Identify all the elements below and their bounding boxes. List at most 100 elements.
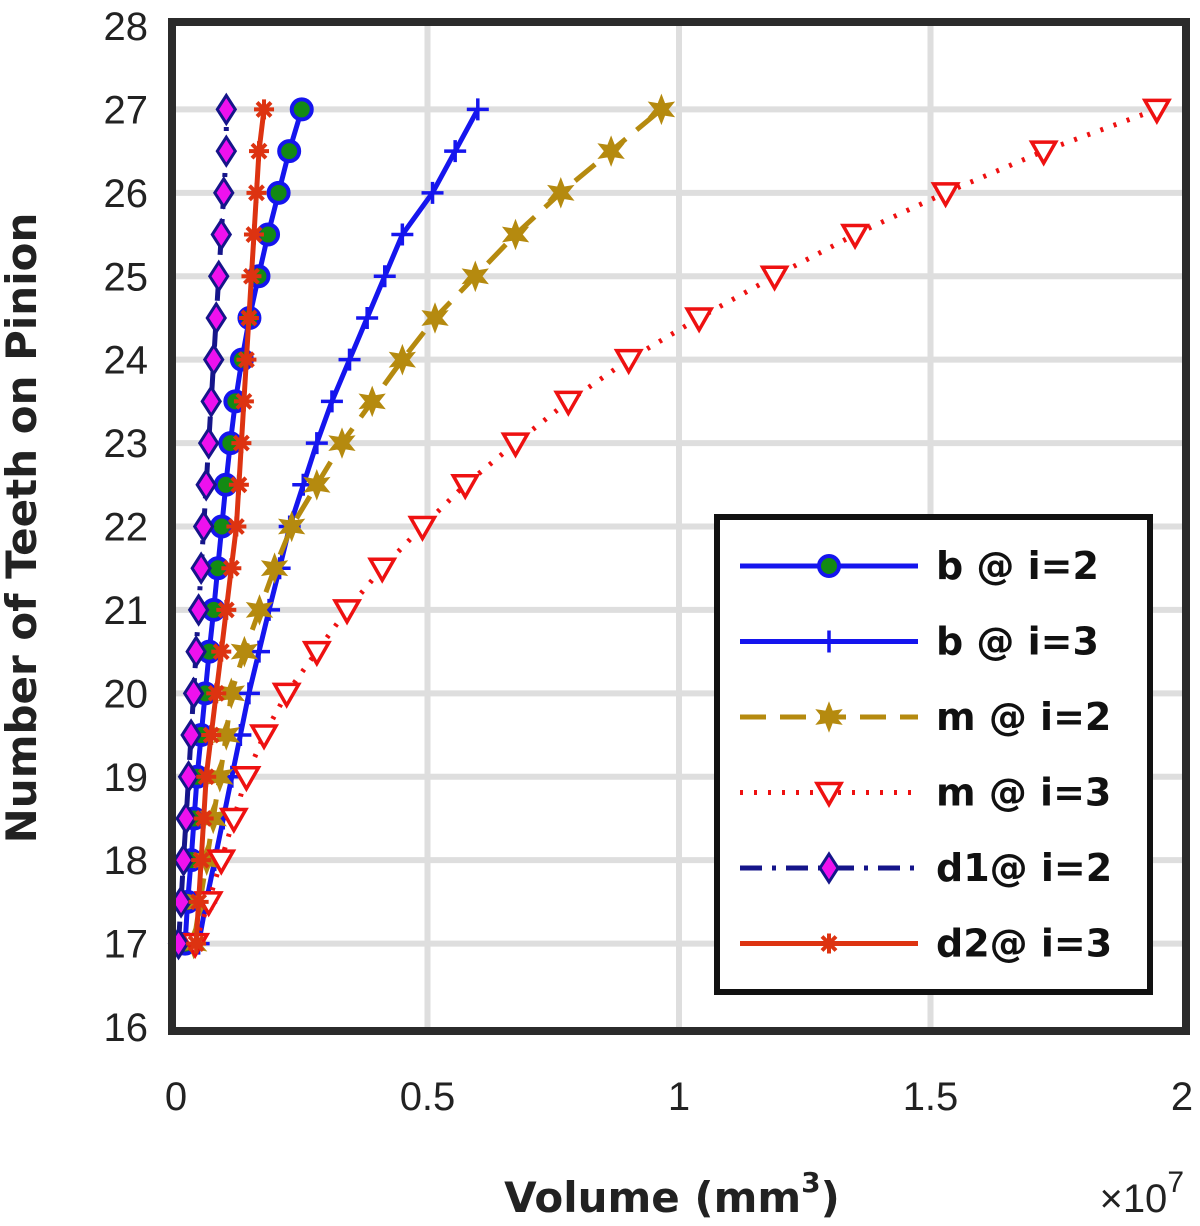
data-point [815,701,843,733]
legend-item: m @ i=2 [740,695,1111,739]
data-point [231,766,262,793]
y-tick-label: 25 [104,255,149,299]
x-tick-label: 2 [1171,1075,1193,1119]
x-multiplier-exp: 7 [1167,1166,1184,1199]
data-point [553,390,584,417]
data-point [289,97,314,122]
y-tick-label: 26 [104,172,149,216]
data-point [303,469,331,501]
plot-frame [168,18,1190,1035]
data-point [248,141,269,162]
x-axis-label: Volume (mm3) [504,1166,840,1222]
data-point [266,180,291,205]
data-point [1141,98,1172,125]
data-point [421,181,444,204]
data-point [388,343,416,376]
data-point [930,182,961,209]
data-point [191,850,212,871]
y-tick-label: 16 [104,1006,149,1050]
data-point [202,342,225,377]
legend-box [714,514,1153,995]
data-point [185,634,207,669]
data-point [301,640,332,668]
y-axis-label: Number of Teeth on Pinion [0,213,46,844]
series-line [191,107,663,944]
legend-item: d1@ i=2 [740,846,1112,890]
data-point [243,224,264,245]
y-tick-label: 21 [104,589,149,633]
legend-item: d2@ i=3 [740,922,1112,966]
data-point [207,259,230,294]
data-point [613,348,644,376]
data-point [249,724,280,751]
data-point [647,93,676,126]
data-point [182,676,205,711]
data-point [236,349,257,370]
x-axis-label-close: ) [821,1173,840,1222]
data-point [245,594,274,626]
data-point [177,759,200,794]
data-point [356,306,379,329]
data-point [221,558,242,579]
data-point [216,599,237,620]
x-tick-label: 0 [165,1075,187,1119]
x-multiplier-base: ×10 [1099,1177,1167,1221]
y-tick-label: 22 [104,506,149,550]
data-point [501,218,530,251]
data-point [271,682,302,709]
data-point [205,301,228,335]
data-point [206,849,237,876]
x-tick-label: 1 [668,1075,690,1119]
data-point [421,302,449,334]
data-point [190,551,212,585]
data-point [277,139,302,164]
data-point [597,135,625,167]
data-point [332,599,363,626]
x-axis-label-sup: 3 [801,1166,820,1199]
data-point [818,630,840,653]
data-point [759,265,790,292]
data-point [461,260,489,293]
data-point [840,223,871,251]
data-point [215,134,238,168]
data-point [450,474,481,501]
legend-items: b @ i=2 b @ i=3 m @ i=2 m @ i=3 d1@ i=2 d2@ i… [740,544,1112,966]
data-point [195,468,217,502]
data-point [197,426,220,460]
data-point [444,140,467,163]
y-tick-label: 19 [104,756,149,800]
tick-labels: 0 0.5 1 1.5 2 16 17 18 19 20 21 22 23 24 25 26 27 28 [104,5,1194,1119]
data-point [246,182,267,203]
data-point [813,781,845,809]
data-point [684,307,715,334]
data-point [215,92,238,127]
data-point [175,801,197,836]
data-point [500,432,531,459]
legend-item: b @ i=2 [740,544,1099,588]
data-point [818,851,840,885]
y-tick-label: 18 [104,839,149,883]
data-point [238,307,259,328]
data-point [192,509,215,544]
y-tick-label: 20 [104,672,149,716]
x-tick-label: 1.5 [903,1075,959,1119]
data-point [819,933,839,954]
data-point [373,265,396,288]
data-point [233,391,254,412]
series-4 [180,98,1172,960]
legend-label: b @ i=3 [936,620,1099,664]
legend-item: m @ i=3 [740,771,1111,815]
data-point [187,593,210,627]
data-point [200,384,222,419]
data-point [172,843,195,877]
series-layer [167,92,1172,961]
x-tick-label: 0.5 [400,1075,456,1119]
data-point [218,807,249,834]
data-point [211,641,232,662]
legend-label: d2@ i=3 [936,922,1112,966]
data-point [320,390,343,413]
data-point [254,99,275,120]
data-point [277,510,306,543]
legend-item: b @ i=3 [740,620,1099,664]
data-point [358,385,386,418]
